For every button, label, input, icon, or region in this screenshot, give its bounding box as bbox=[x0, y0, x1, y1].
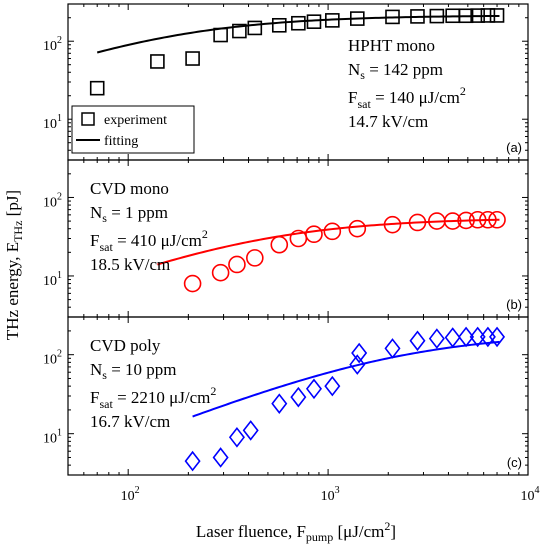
legend: experiment fitting bbox=[71, 105, 195, 154]
data-point bbox=[89, 80, 105, 96]
data-point bbox=[212, 447, 229, 468]
data-point bbox=[410, 9, 425, 24]
data-point bbox=[246, 249, 264, 267]
data-point bbox=[271, 17, 287, 33]
data-point bbox=[349, 354, 366, 375]
legend-square-icon bbox=[81, 112, 95, 126]
annotation-fsat: Fsat = 2210 μJ/cm2 bbox=[90, 384, 216, 411]
y-tick-label: 102 bbox=[43, 35, 62, 54]
data-point bbox=[457, 211, 475, 230]
data-point bbox=[213, 27, 228, 43]
data-point bbox=[480, 8, 496, 23]
x-axis: 102 103 104 bbox=[121, 485, 540, 504]
data-point bbox=[305, 225, 323, 244]
data-point bbox=[489, 8, 505, 23]
data-point bbox=[150, 54, 165, 69]
data-point bbox=[185, 51, 200, 66]
x-tick-label: 103 bbox=[321, 485, 340, 504]
annotation-ns: Ns = 1 ppm bbox=[90, 203, 168, 225]
y-tick-label: 101 bbox=[43, 113, 62, 132]
data-point bbox=[468, 210, 487, 229]
data-point bbox=[351, 342, 368, 364]
data-point bbox=[184, 450, 201, 472]
annotation-fsat: Fsat = 410 μJ/cm2 bbox=[90, 227, 208, 254]
data-point bbox=[429, 8, 445, 24]
panel-tag: (c) bbox=[507, 455, 522, 470]
annotation-sample: HPHT mono bbox=[348, 36, 435, 55]
data-point bbox=[242, 420, 259, 441]
annotation-sample: CVD poly bbox=[90, 336, 161, 355]
data-point bbox=[383, 215, 402, 234]
data-point bbox=[458, 8, 474, 24]
legend-box bbox=[71, 105, 195, 154]
annotation-field: 16.7 kV/cm bbox=[90, 412, 170, 431]
fit-curve bbox=[96, 14, 500, 54]
panel-tag: (a) bbox=[506, 140, 522, 155]
data-point bbox=[270, 235, 289, 254]
annotation-ns: Ns = 142 ppm bbox=[348, 60, 443, 82]
data-point bbox=[488, 210, 506, 229]
annotation-ns: Ns = 10 ppm bbox=[90, 360, 177, 382]
data-point bbox=[428, 328, 445, 349]
data-point bbox=[350, 11, 365, 26]
annotation-fsat: Fsat = 140 μJ/cm2 bbox=[348, 84, 466, 111]
fit-curve bbox=[157, 218, 500, 266]
data-point bbox=[228, 255, 246, 274]
x-axis-label: Laser fluence, Fpump [μJ/cm2] bbox=[196, 519, 396, 544]
fit-curve bbox=[192, 340, 500, 418]
data-point bbox=[211, 263, 230, 282]
y-tick-label: 102 bbox=[43, 191, 62, 210]
data-point bbox=[306, 14, 322, 29]
data-point bbox=[489, 326, 506, 348]
x-tick-label: 102 bbox=[121, 485, 140, 504]
x-tick-label: 104 bbox=[521, 485, 540, 504]
y-axis-label: THz energy, ETHz [pJ] bbox=[3, 190, 25, 340]
data-point bbox=[348, 219, 367, 238]
data-point bbox=[291, 15, 306, 31]
data-point bbox=[443, 212, 462, 230]
data-point bbox=[183, 274, 202, 293]
data-point bbox=[470, 8, 485, 23]
data-point bbox=[384, 338, 401, 359]
legend-label-fitting: fitting bbox=[104, 134, 138, 149]
data-point bbox=[228, 427, 245, 448]
y-tick-label: 102 bbox=[43, 349, 62, 368]
data-point bbox=[305, 378, 322, 400]
data-point bbox=[324, 375, 341, 397]
data-point bbox=[271, 393, 288, 414]
y-tick-label: 101 bbox=[43, 270, 62, 289]
y-tick-label: 101 bbox=[43, 428, 62, 447]
annotation-sample: CVD mono bbox=[90, 179, 169, 198]
data-point bbox=[325, 13, 340, 28]
data-point bbox=[409, 330, 426, 352]
data-point bbox=[385, 9, 400, 25]
panel-tag: (b) bbox=[506, 297, 522, 312]
data-point bbox=[247, 20, 263, 36]
data-point bbox=[479, 210, 497, 229]
data-point bbox=[458, 326, 475, 348]
data-point bbox=[323, 222, 342, 241]
annotation-field: 14.7 kV/cm bbox=[348, 112, 428, 131]
data-point bbox=[232, 23, 247, 39]
annotation-field: 18.5 kV/cm bbox=[90, 255, 170, 274]
legend-label-experiment: experiment bbox=[104, 113, 167, 128]
data-point bbox=[290, 386, 307, 408]
data-point bbox=[408, 213, 427, 232]
data-point bbox=[444, 327, 461, 348]
